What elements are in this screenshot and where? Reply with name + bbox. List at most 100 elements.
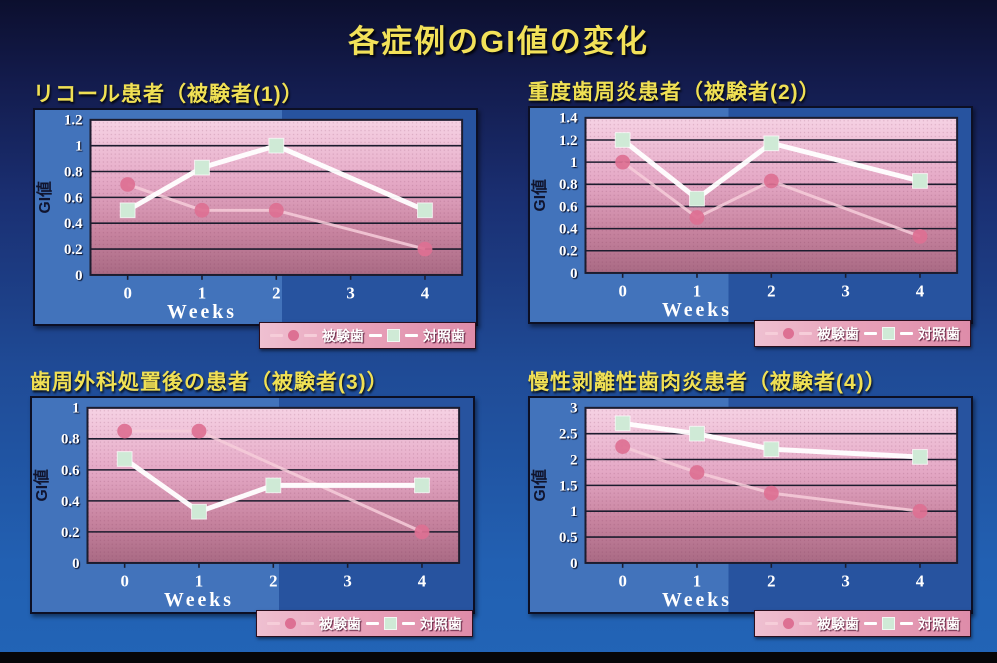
test-line-icon <box>301 622 314 625</box>
test-circle-marker-icon <box>783 328 794 339</box>
control-marker <box>268 137 285 154</box>
control-line-icon <box>900 332 913 335</box>
test-line-icon <box>799 332 812 335</box>
chart-3-panel: 0 0.2 0.4 0.6 0.8 1 0 1 2 3 4 GI値 Weeks <box>30 396 475 614</box>
control-marker <box>265 477 282 494</box>
x-tick-label: 0 <box>618 282 626 301</box>
chart-cell-4: 慢性剥離性歯肉炎患者（被験者(4)） 0 0.5 1 1.5 2 2.5 3 0 1 2 3 4 GI値… <box>528 366 973 637</box>
chart-legend: 被験歯 対照歯 <box>259 322 476 349</box>
control-marker <box>116 451 133 467</box>
test-marker <box>615 439 631 454</box>
x-tick-label: 1 <box>195 572 203 591</box>
chart-cell-2: 重度歯周炎患者（被験者(2)） 0 0.2 0.4 0.6 0.8 1 1.2 1.4 0 1 2 3… <box>528 76 973 347</box>
test-marker <box>912 228 928 244</box>
chart-1-canvas: 0 0.2 0.4 0.6 0.8 1 1.2 0 1 2 3 4 GI値 Weeks <box>35 113 464 323</box>
legend-test-label: 被験歯 <box>817 615 859 632</box>
x-tick-label: 3 <box>841 282 849 301</box>
x-axis-title: Weeks <box>164 589 234 611</box>
test-marker <box>615 154 631 170</box>
test-marker <box>117 423 133 439</box>
control-marker <box>194 159 210 176</box>
legend-control-label: 対照歯 <box>423 327 465 344</box>
y-axis-title: GI値 <box>32 469 51 501</box>
control-line-icon <box>366 622 379 625</box>
x-tick-label: 2 <box>767 282 775 301</box>
series-control-line <box>126 143 426 213</box>
control-marker <box>763 441 780 458</box>
y-tick-label: 0.6 <box>64 190 83 206</box>
test-marker <box>763 485 779 501</box>
chart-4-canvas: 0 0.5 1 1.5 2 2.5 3 0 1 2 3 4 GI値 Weeks <box>530 401 959 611</box>
y-tick-label: 2.5 <box>559 427 578 443</box>
x-tick-label: 3 <box>346 284 354 303</box>
test-marker <box>912 503 928 519</box>
chart-3-legend-row: 被験歯 対照歯 <box>30 610 475 637</box>
control-square-marker-icon <box>882 617 895 630</box>
y-tick-label: 1.4 <box>559 111 578 127</box>
x-tick-label: 2 <box>767 572 775 591</box>
chart-legend: 被験歯 対照歯 <box>256 610 473 637</box>
control-line-icon <box>900 622 913 625</box>
chart-4-panel: 0 0.5 1 1.5 2 2.5 3 0 1 2 3 4 GI値 Weeks <box>528 396 973 614</box>
y-tick-label: 0.2 <box>64 242 83 258</box>
y-tick-label: 0.2 <box>61 525 80 541</box>
x-tick-label: 2 <box>272 284 280 303</box>
x-tick-label: 4 <box>418 572 427 591</box>
control-square-marker-icon <box>882 327 895 340</box>
control-marker <box>689 190 705 207</box>
chart-2-legend-row: 被験歯 対照歯 <box>528 320 973 347</box>
x-tick-label: 1 <box>693 282 701 301</box>
control-line-icon <box>405 334 418 337</box>
y-tick-label: 0.8 <box>64 164 83 180</box>
bottom-black-strip <box>0 652 997 663</box>
chart-2-canvas: 0 0.2 0.4 0.6 0.8 1 1.2 1.4 0 1 2 3 4 GI値 Weeks <box>530 111 959 321</box>
control-line-icon <box>864 622 877 625</box>
chart-legend: 被験歯 対照歯 <box>754 320 971 347</box>
y-tick-label: 0.4 <box>559 222 578 238</box>
x-tick-label: 0 <box>120 572 128 591</box>
y-tick-label: 0.4 <box>64 216 83 232</box>
control-marker <box>763 135 780 152</box>
chart-cell-1: リコール患者（被験者(1)） 0 0.2 0.4 0.6 0.8 1 1.2 0 1 2 3 4 GI値… <box>33 78 478 349</box>
control-marker <box>912 449 928 465</box>
plot-border <box>584 116 959 274</box>
x-axis-title: Weeks <box>167 301 237 323</box>
control-square-marker-icon <box>384 617 397 630</box>
y-tick-label: 0 <box>570 556 577 572</box>
test-marker <box>268 202 284 218</box>
y-axis-title: GI値 <box>35 181 54 213</box>
chart-1-legend-row: 被験歯 対照歯 <box>33 322 478 349</box>
control-marker <box>119 202 136 219</box>
test-marker <box>417 241 433 257</box>
y-tick-label: 3 <box>570 401 577 417</box>
chart-cell-3: 歯周外科処置後の患者（被験者(3)） 0 0.2 0.4 0.6 0.8 1 0 1 2 3 4 GI… <box>30 366 475 637</box>
y-tick-label: 0.4 <box>61 494 80 510</box>
y-tick-label: 0.8 <box>61 432 80 448</box>
y-tick-label: 0.6 <box>559 199 578 215</box>
test-marker <box>120 177 136 192</box>
legend-control-label: 対照歯 <box>918 615 960 632</box>
x-tick-label: 4 <box>421 284 430 303</box>
test-line-icon <box>765 622 778 625</box>
test-circle-marker-icon <box>288 330 299 341</box>
test-line-icon <box>765 332 778 335</box>
test-marker <box>414 524 430 540</box>
chart-2-title: 重度歯周炎患者（被験者(2)） <box>528 81 821 104</box>
x-axis-title: Weeks <box>662 589 732 611</box>
plot-border <box>584 406 959 564</box>
y-tick-label: 1 <box>75 139 82 155</box>
control-line-icon <box>864 332 877 335</box>
chart-4-title: 慢性剥離性歯肉炎患者（被験者(4)） <box>528 371 887 394</box>
y-tick-label: 1.2 <box>559 133 578 149</box>
control-marker <box>414 477 430 494</box>
y-tick-label: 0.8 <box>559 177 578 193</box>
series-test-line <box>127 183 426 251</box>
test-marker <box>191 423 207 439</box>
y-tick-label: 1.2 <box>64 113 83 129</box>
control-marker <box>417 202 433 219</box>
x-tick-label: 0 <box>123 284 131 303</box>
control-square-marker-icon <box>387 329 400 342</box>
chart-3-canvas: 0 0.2 0.4 0.6 0.8 1 0 1 2 3 4 GI値 Weeks <box>32 401 461 611</box>
control-marker <box>912 173 928 189</box>
control-marker <box>191 503 207 520</box>
